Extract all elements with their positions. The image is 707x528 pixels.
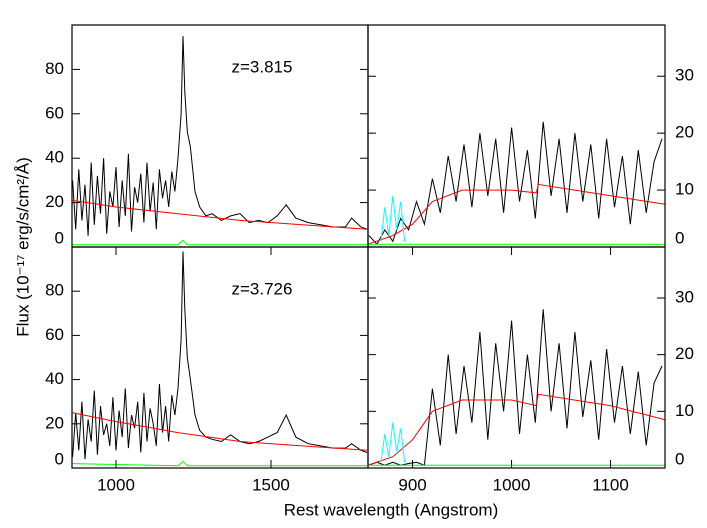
spectrum-line [380,422,406,463]
spectrum-line [72,412,368,451]
x-tick-label: 1500 [252,475,290,494]
x-tick-label: 1000 [493,475,531,494]
panel-frame [71,24,369,248]
spectrum-line [368,183,665,245]
spectrum-line [380,195,406,242]
y-tick-label: 60 [45,325,64,344]
redshift-label: z=3.726 [232,279,293,298]
y-tick-label: 40 [45,148,64,167]
y-tick-label: 30 [675,66,694,85]
spectrum-line [72,460,368,467]
y-tick-label: 0 [55,449,64,468]
y-tick-label: 20 [675,344,694,363]
spectrum-line [368,121,663,246]
spectrum-line [368,393,665,466]
y-tick-label: 10 [675,180,694,199]
panel-frame [367,24,666,248]
spectrum-line [72,199,368,230]
x-axis-label: Rest wavelength (Angstrom) [284,500,498,519]
redshift-label: z=3.815 [232,57,293,76]
y-tick-label: 30 [675,287,694,306]
spectrum-line [72,251,368,460]
x-tick-label: 1100 [592,475,629,494]
y-tick-label: 20 [45,192,64,211]
y-tick-label: 0 [55,228,64,247]
y-tick-label: 0 [675,228,684,247]
x-tick-label: 900 [398,475,426,494]
y-tick-label: 0 [675,449,684,468]
spectrum-line [72,36,368,236]
x-tick-label: 1000 [97,475,135,494]
y-axis-label: Flux (10⁻¹⁷ erg/s/cm²/Å) [13,157,32,336]
y-tick-label: 80 [45,281,64,300]
y-tick-label: 60 [45,103,64,122]
y-tick-label: 20 [675,123,694,142]
y-tick-label: 40 [45,369,64,388]
y-tick-label: 10 [675,401,694,420]
spectrum-line [368,309,663,466]
y-tick-label: 80 [45,59,64,78]
spectrum-line [72,239,368,246]
panel-frame [367,246,666,469]
panel-frame [71,246,369,469]
y-tick-label: 20 [45,413,64,432]
